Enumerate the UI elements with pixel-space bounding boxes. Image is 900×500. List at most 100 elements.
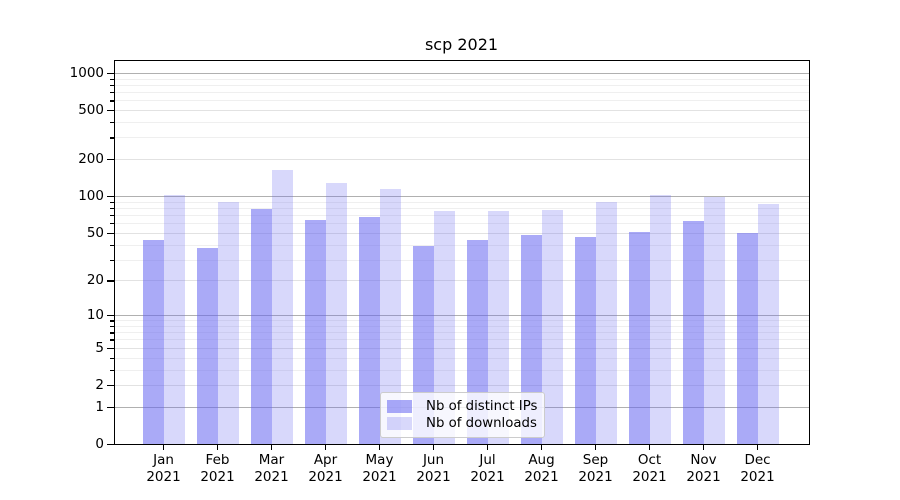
gridline-minor-400 bbox=[113, 122, 810, 124]
gridline-minor-70 bbox=[113, 215, 810, 217]
x-tick-year: 2021 bbox=[740, 469, 775, 485]
gridline-500 bbox=[113, 110, 810, 112]
x-tick-year: 2021 bbox=[200, 469, 235, 485]
y-minortick-7 bbox=[110, 332, 114, 334]
x-tick-may bbox=[378, 445, 381, 450]
y-tick-200 bbox=[107, 159, 114, 161]
y-tick-label-1: 1 bbox=[95, 398, 104, 415]
y-minortick-40 bbox=[110, 244, 114, 246]
gridline-minor-8 bbox=[113, 325, 810, 327]
y-tick-label-5: 5 bbox=[95, 339, 104, 356]
y-tick-10 bbox=[107, 315, 114, 317]
bar-nb-of-distinct-ips-dec-2021 bbox=[736, 233, 758, 445]
y-minortick-4 bbox=[110, 357, 114, 359]
y-tick-500 bbox=[107, 110, 114, 112]
x-tick-sep bbox=[594, 445, 597, 450]
bar-nb-of-distinct-ips-nov-2021 bbox=[682, 221, 704, 445]
y-minortick-30 bbox=[110, 259, 114, 261]
x-tick-label-dec: Dec 2021 bbox=[723, 452, 793, 486]
x-tick-year: 2021 bbox=[146, 469, 181, 485]
legend-label-distinct-ips: Nb of distinct IPs bbox=[426, 399, 538, 414]
x-tick-jan bbox=[162, 445, 165, 450]
gridline-5 bbox=[113, 347, 810, 349]
bar-nb-of-downloads-nov-2021 bbox=[703, 197, 725, 445]
gridline-200 bbox=[113, 159, 810, 161]
y-tick-label-200: 200 bbox=[78, 151, 104, 168]
x-tick-month: Mar bbox=[258, 452, 285, 468]
y-minortick-400 bbox=[110, 122, 114, 124]
x-tick-month: May bbox=[365, 452, 394, 468]
x-tick-month: Oct bbox=[637, 452, 662, 468]
gridline-50 bbox=[113, 232, 810, 234]
y-minortick-8 bbox=[110, 325, 114, 328]
y-minortick-9 bbox=[110, 320, 114, 322]
y-tick-label-0: 0 bbox=[95, 436, 104, 452]
legend-item-downloads: Nb of downloads bbox=[387, 415, 537, 432]
x-tick-year: 2021 bbox=[308, 469, 343, 485]
legend-swatch-downloads bbox=[387, 417, 412, 430]
bar-nb-of-downloads-oct-2021 bbox=[649, 195, 671, 445]
y-minortick-300 bbox=[110, 137, 114, 139]
y-minortick-700 bbox=[110, 92, 114, 94]
plot-area bbox=[113, 60, 810, 445]
x-tick-jun bbox=[432, 445, 435, 450]
y-tick-50 bbox=[107, 232, 114, 234]
x-tick-year: 2021 bbox=[362, 469, 397, 485]
legend-label-downloads: Nb of downloads bbox=[426, 416, 537, 431]
x-tick-jul bbox=[486, 445, 489, 450]
y-tick-0 bbox=[107, 443, 114, 446]
gridline-minor-6 bbox=[113, 339, 810, 341]
gridline-major-100 bbox=[113, 196, 810, 198]
gridline-minor-80 bbox=[113, 207, 810, 209]
x-tick-label-may: May 2021 bbox=[345, 452, 415, 486]
x-tick-label-sep: Sep 2021 bbox=[561, 452, 631, 486]
x-tick-apr bbox=[324, 445, 327, 450]
x-tick-label-apr: Apr 2021 bbox=[291, 452, 361, 486]
x-tick-month: Jun bbox=[422, 452, 445, 468]
gridline-minor-9 bbox=[113, 320, 810, 322]
x-tick-label-nov: Nov 2021 bbox=[669, 452, 739, 486]
x-tick-month: Sep bbox=[582, 452, 609, 468]
x-tick-month: Jan bbox=[153, 452, 174, 468]
gridline-minor-40 bbox=[113, 244, 810, 246]
y-minortick-90 bbox=[110, 201, 114, 203]
x-tick-year: 2021 bbox=[470, 469, 505, 485]
bar-nb-of-downloads-sep-2021 bbox=[595, 202, 617, 445]
bar-nb-of-distinct-ips-oct-2021 bbox=[628, 232, 650, 445]
chart-title: scp 2021 bbox=[424, 35, 499, 54]
x-tick-label-jul: Jul 2021 bbox=[453, 452, 523, 486]
bar-nb-of-distinct-ips-feb-2021 bbox=[196, 247, 218, 445]
y-tick-label-10: 10 bbox=[86, 307, 104, 324]
bar-nb-of-distinct-ips-may-2021 bbox=[358, 217, 380, 445]
gridline-minor-3 bbox=[113, 369, 810, 371]
y-tick-1 bbox=[107, 406, 114, 408]
bar-nb-of-downloads-feb-2021 bbox=[217, 202, 239, 445]
y-tick-100 bbox=[107, 196, 114, 198]
bar-nb-of-downloads-jan-2021 bbox=[163, 195, 185, 445]
x-tick-dec bbox=[756, 445, 759, 450]
x-tick-label-aug: Aug 2021 bbox=[507, 452, 577, 486]
bar-nb-of-downloads-aug-2021 bbox=[541, 209, 563, 445]
y-minortick-3 bbox=[110, 369, 114, 371]
bar-nb-of-downloads-jul-2021 bbox=[487, 210, 509, 445]
y-minortick-80 bbox=[110, 207, 114, 210]
x-tick-feb bbox=[216, 445, 219, 450]
grid-layer bbox=[113, 60, 810, 445]
y-tick-2 bbox=[107, 384, 114, 387]
gridline-minor-600 bbox=[113, 100, 810, 102]
y-minortick-600 bbox=[110, 100, 114, 102]
x-tick-label-oct: Oct 2021 bbox=[615, 452, 685, 486]
gridline-minor-30 bbox=[113, 259, 810, 261]
x-tick-year: 2021 bbox=[632, 469, 667, 485]
x-tick-label-mar: Mar 2021 bbox=[237, 452, 307, 486]
x-tick-aug bbox=[540, 445, 543, 450]
gridline-minor-4 bbox=[113, 357, 810, 359]
gridline-minor-900 bbox=[113, 78, 810, 80]
y-minortick-70 bbox=[110, 215, 114, 217]
y-tick-label-100: 100 bbox=[78, 188, 104, 205]
y-minortick-60 bbox=[110, 223, 114, 225]
y-tick-label-500: 500 bbox=[78, 102, 104, 119]
x-tick-oct bbox=[648, 445, 651, 450]
bar-nb-of-distinct-ips-mar-2021 bbox=[250, 208, 272, 445]
